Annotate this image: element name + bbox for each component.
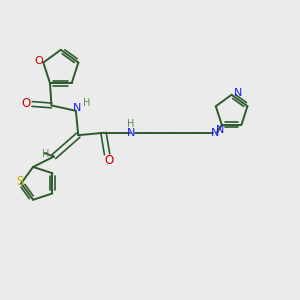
Text: H: H — [128, 119, 135, 130]
Text: H: H — [83, 98, 91, 108]
Text: N: N — [216, 125, 224, 135]
Text: H: H — [42, 149, 49, 159]
Text: S: S — [16, 176, 23, 188]
Text: N: N — [73, 103, 82, 113]
Text: N: N — [211, 128, 219, 138]
Text: N: N — [234, 88, 242, 98]
Text: O: O — [21, 98, 30, 110]
Text: O: O — [104, 154, 113, 167]
Text: N: N — [127, 128, 135, 138]
Text: O: O — [34, 56, 43, 66]
